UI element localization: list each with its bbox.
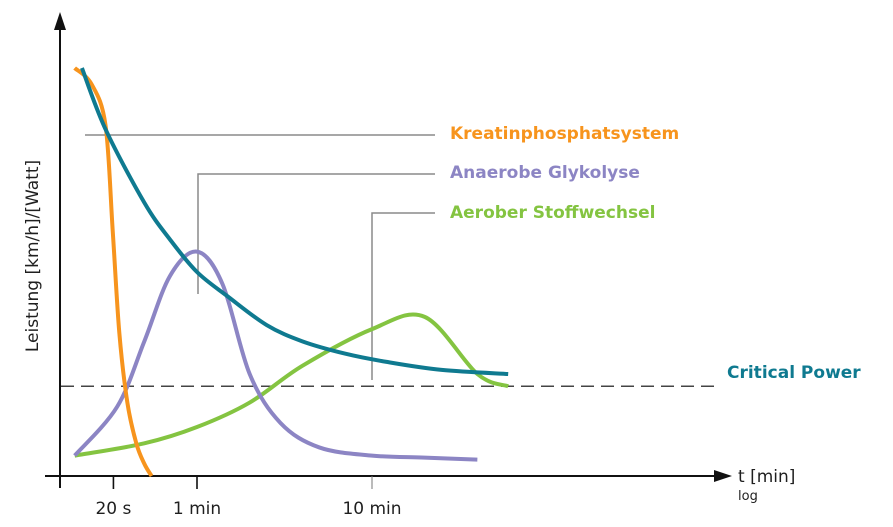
legend-label-anaerobe-glykolyse: Anaerobe Glykolyse (450, 163, 640, 183)
series-line-anaerobe-glykolyse (73, 249, 478, 462)
x-tick-label: 1 min (173, 499, 221, 519)
legend-label-aerober-stoffwechsel: Aerober Stoffwechsel (450, 203, 655, 223)
leader-aerober-stoffwechsel (371, 212, 435, 380)
series-lines (73, 66, 509, 478)
series-line-kreatinphosphatsystem (73, 66, 154, 478)
y-axis-label: Leistung [km/h]/[Watt] (23, 160, 43, 352)
axes (45, 12, 732, 488)
legend-label-critical-power: Critical Power (727, 363, 861, 383)
leader-anaerobe-glykolyse (197, 173, 435, 294)
legend-label-kreatinphosphatsystem: Kreatinphosphatsystem (450, 124, 679, 144)
x-tick-label: 10 min (342, 499, 401, 519)
series-line-aerober-stoffwechsel (74, 312, 509, 458)
series-line-critical-power (80, 67, 509, 376)
y-axis-arrow-icon (54, 12, 66, 30)
x-axis-label: t [min] (738, 467, 795, 487)
leader-lines (85, 134, 435, 380)
x-tick-label: 20 s (95, 499, 131, 519)
x-ticks: 20 s 1 min 10 min (95, 476, 402, 519)
x-axis-label-sub: log (738, 489, 758, 504)
x-axis-arrow-icon (714, 470, 732, 482)
